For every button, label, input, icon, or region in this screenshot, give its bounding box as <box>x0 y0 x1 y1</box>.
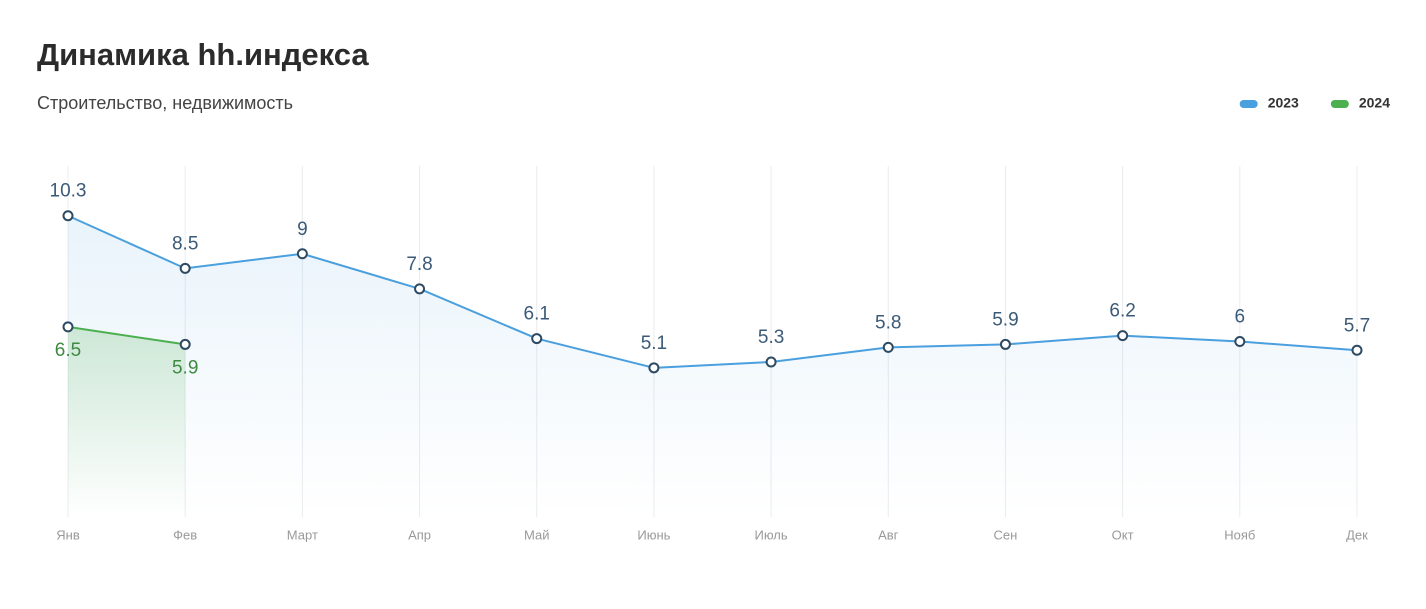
point <box>765 356 777 368</box>
x-tick-label: Дек <box>1346 527 1368 542</box>
x-tick-label: Июль <box>755 527 788 542</box>
area <box>68 326 186 517</box>
point <box>62 210 74 222</box>
point <box>882 341 894 353</box>
value-label: 5.3 <box>758 327 784 348</box>
value-label: 7.8 <box>406 254 432 275</box>
value-label: 9 <box>297 219 308 240</box>
point <box>531 333 543 345</box>
value-label: 5.9 <box>172 357 198 378</box>
x-tick-label: Июнь <box>637 527 670 542</box>
point <box>296 248 308 260</box>
value-label: 5.9 <box>992 309 1018 330</box>
point <box>62 321 74 333</box>
x-tick-label: Май <box>524 527 549 542</box>
point <box>179 262 191 274</box>
value-label: 5.1 <box>641 333 667 354</box>
value-label: 10.3 <box>50 181 87 202</box>
point <box>1351 344 1363 356</box>
x-tick-label: Март <box>287 527 318 542</box>
point <box>414 283 426 295</box>
area <box>68 215 1357 517</box>
line <box>67 214 1358 369</box>
value-label: 6.1 <box>524 304 550 325</box>
line <box>67 325 186 346</box>
legend-swatch <box>1239 100 1258 108</box>
legend-label: 2024 <box>1359 95 1390 111</box>
x-tick-label: Янв <box>56 527 80 542</box>
chart-title: Динамика hh.индекса <box>37 37 369 72</box>
legend-label: 2023 <box>1268 95 1299 111</box>
value-label: 6.5 <box>55 340 81 361</box>
x-tick-label: Сен <box>994 527 1018 542</box>
x-tick-label: Авг <box>878 527 899 542</box>
point <box>648 362 660 374</box>
chart-subtitle: Строительство, недвижимость <box>37 93 293 113</box>
value-label: 6 <box>1235 307 1246 328</box>
point <box>999 338 1011 350</box>
x-tick-label: Фев <box>173 527 197 542</box>
point <box>1117 330 1129 342</box>
x-tick-label: Нояб <box>1224 527 1255 542</box>
x-tick-label: Окт <box>1112 527 1134 542</box>
point <box>179 338 191 350</box>
value-label: 5.8 <box>875 312 901 333</box>
legend-swatch <box>1330 100 1349 108</box>
x-tick-label: Апр <box>408 527 431 542</box>
value-label: 8.5 <box>172 233 198 254</box>
value-label: 5.7 <box>1344 315 1370 336</box>
value-label: 6.2 <box>1109 301 1135 322</box>
point <box>1234 336 1246 347</box>
